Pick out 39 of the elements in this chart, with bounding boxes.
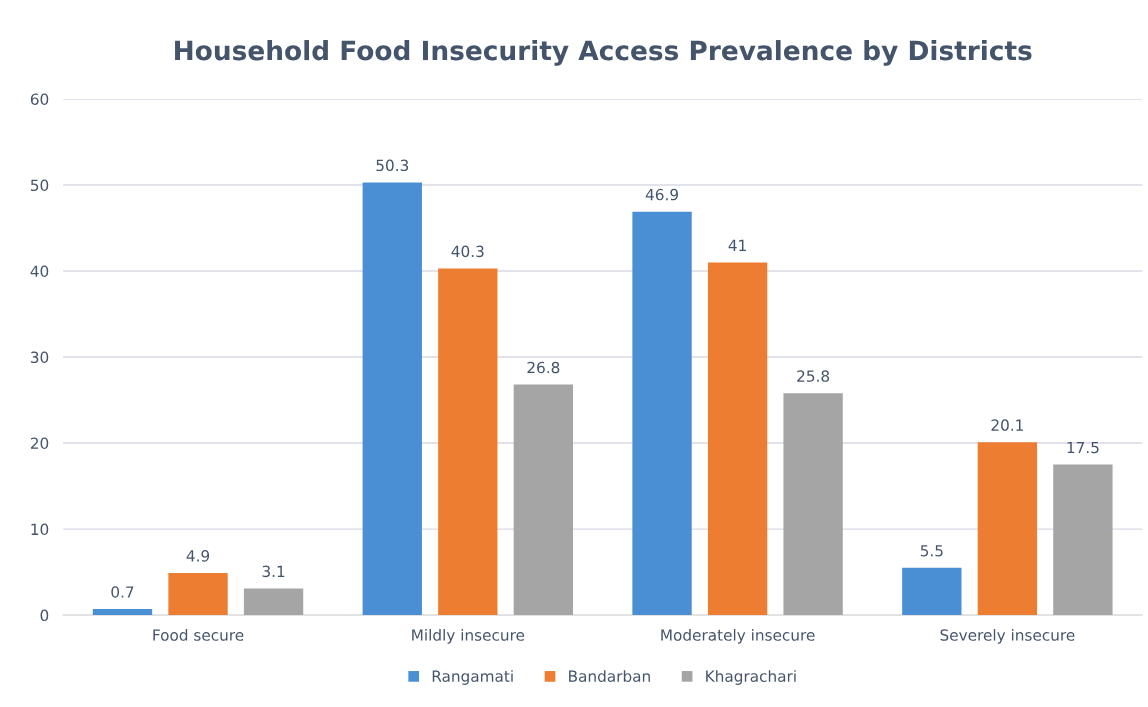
bar <box>1053 464 1113 616</box>
x-tick-label: Food secure <box>153 628 244 641</box>
bar <box>168 572 228 616</box>
bar <box>902 567 962 616</box>
y-tick-label: 60 <box>30 93 49 105</box>
x-tick-label: Mildly insecure <box>412 628 525 644</box>
legend-label: Khagrachari <box>706 670 796 685</box>
data-label: 20.1 <box>991 419 1023 431</box>
data-label: 5.5 <box>920 545 943 557</box>
legend-label: Bandarban <box>569 670 650 682</box>
chart-title: Household Food Insecurity Access Prevalence by Districts <box>175 40 1032 66</box>
data-label: 4.9 <box>186 550 210 562</box>
y-tick-label: 10 <box>31 523 49 536</box>
bar <box>243 588 304 616</box>
bar <box>977 442 1038 616</box>
y-tick-label: 30 <box>30 351 49 364</box>
y-tick-label: 0 <box>40 609 49 622</box>
data-label: 26.8 <box>527 361 560 374</box>
legend-label: Rangamati <box>432 670 513 685</box>
bar <box>707 262 768 616</box>
bar <box>362 182 422 616</box>
data-label: 3.1 <box>262 565 285 578</box>
data-label: 46.9 <box>645 188 678 201</box>
data-label: 40.3 <box>451 245 484 258</box>
x-tick-label: Severely insecure <box>940 628 1075 644</box>
y-tick-label: 40 <box>30 265 49 278</box>
data-label: 50.3 <box>376 159 409 172</box>
bar <box>783 393 843 616</box>
data-label: 17.5 <box>1067 441 1099 454</box>
bar <box>92 609 153 616</box>
data-label: 41 <box>728 239 746 251</box>
y-tick-label: 50 <box>30 179 49 192</box>
bar <box>632 211 692 616</box>
bar <box>438 268 498 616</box>
data-label: 25.8 <box>797 370 830 382</box>
bar <box>513 384 574 616</box>
data-label: 0.7 <box>111 586 134 598</box>
x-tick-label: Moderately insecure <box>661 628 815 644</box>
y-tick-label: 20 <box>30 437 49 450</box>
